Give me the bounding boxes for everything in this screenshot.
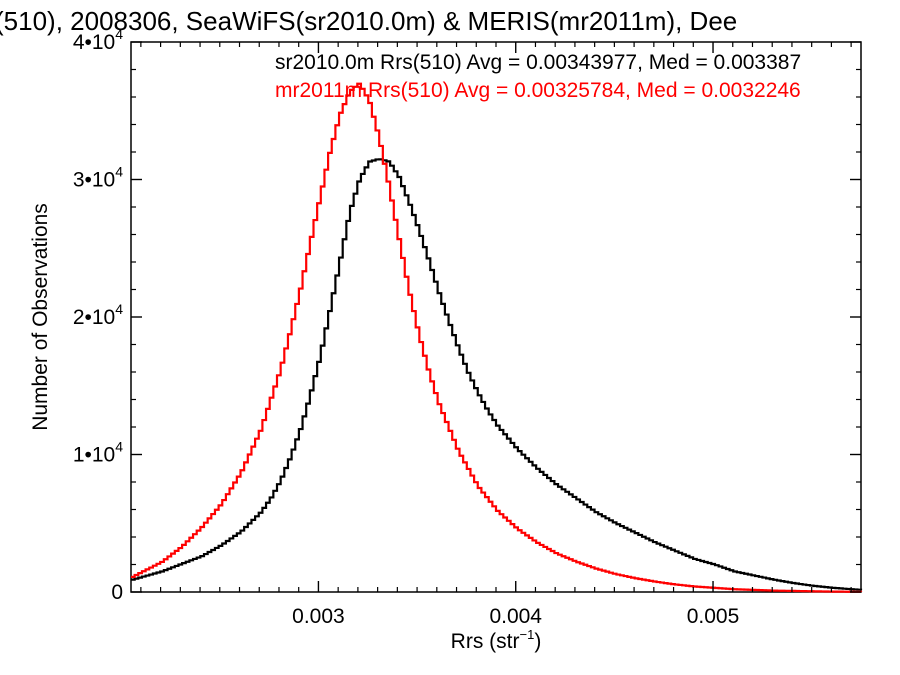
y-tick-label: 1•104 <box>73 439 123 467</box>
x-axis-label-superscript: −1 <box>520 627 535 642</box>
y-tick-label: 3•104 <box>73 164 123 192</box>
series-line-mr2011 <box>131 82 863 593</box>
x-axis-label-close: ) <box>534 630 541 653</box>
y-tick-label: 2•104 <box>73 301 123 329</box>
legend-entry-sr2010: sr2010.0m Rrs(510) Avg = 0.00343977, Med… <box>275 51 801 74</box>
x-tick-label: 0.004 <box>489 605 542 628</box>
y-tick-label: 0 <box>111 581 123 604</box>
series-layer <box>131 82 863 593</box>
tick-layer: 0.003 0.004 0.005 0 1•104 2•104 3•104 4•104 <box>73 26 861 628</box>
x-axis-label-text: Rrs (str <box>451 630 520 653</box>
x-axis-label: Rrs (str−1) <box>451 627 542 653</box>
x-tick-label: 0.003 <box>292 605 345 628</box>
legend-entry-mr2011: mr2011m Rrs(510) Avg = 0.00325784, Med =… <box>275 79 801 102</box>
y-axis-label: Number of Observations <box>29 203 52 431</box>
chart-title: s(510), 2008306, SeaWiFS(sr2010.0m) & ME… <box>0 6 737 36</box>
series-line-sr2010 <box>131 158 863 591</box>
y-tick-label: 4•104 <box>73 26 123 54</box>
x-tick-label: 0.005 <box>687 605 740 628</box>
